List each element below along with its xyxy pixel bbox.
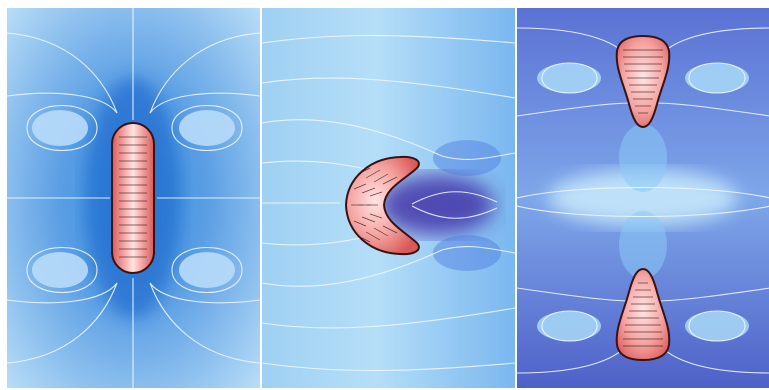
rod-body xyxy=(111,122,155,274)
panel-droplets xyxy=(517,8,769,388)
lower-droplet xyxy=(615,267,671,362)
lower-wake xyxy=(433,235,501,271)
streamlines xyxy=(7,8,260,388)
crescent-body xyxy=(344,155,420,256)
panel-rod xyxy=(7,8,260,388)
upper-wake xyxy=(433,140,501,176)
vortex-lower-left xyxy=(32,252,88,288)
flow-field-crescent xyxy=(262,8,515,388)
flow-field-rod xyxy=(7,8,260,388)
center-flow-band xyxy=(548,170,738,226)
upper-inner-lobes xyxy=(619,124,667,192)
vortex-upper-right xyxy=(179,110,235,146)
vortex-bottom-right xyxy=(685,311,749,341)
vortex-top-left xyxy=(537,63,601,93)
lower-inner-lobes xyxy=(619,211,667,279)
upper-droplet xyxy=(615,34,671,129)
vortex-bottom-left xyxy=(537,311,601,341)
flow-field-droplets xyxy=(517,8,769,388)
panel-crescent xyxy=(262,8,515,388)
vortex-lower-right xyxy=(179,252,235,288)
vortex-top-right xyxy=(685,63,749,93)
wake-dark-zone xyxy=(378,175,494,235)
streamlines xyxy=(262,34,515,372)
vortex-upper-left xyxy=(32,110,88,146)
